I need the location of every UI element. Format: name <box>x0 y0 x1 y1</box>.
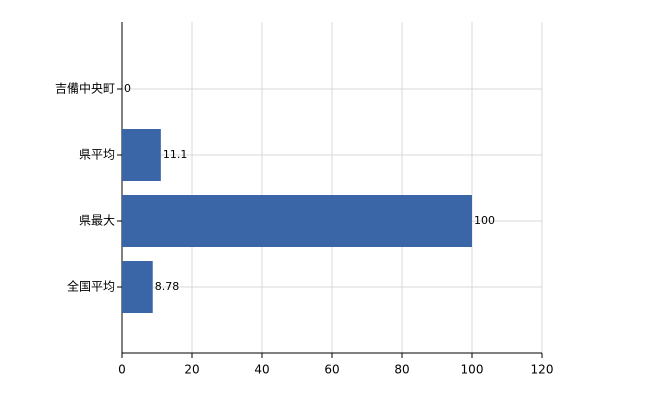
bar <box>122 129 161 181</box>
x-tick-label: 80 <box>394 363 409 377</box>
x-tick-label: 100 <box>461 363 484 377</box>
x-tick-label: 120 <box>531 363 554 377</box>
bar <box>122 261 153 313</box>
value-label: 11.1 <box>163 148 188 161</box>
x-tick-label: 0 <box>118 363 126 377</box>
value-label: 8.78 <box>155 280 180 293</box>
value-label: 100 <box>474 214 495 227</box>
x-tick-label: 60 <box>324 363 339 377</box>
y-tick-label: 吉備中央町 <box>55 81 115 96</box>
y-tick-label: 県平均 <box>79 148 115 162</box>
y-tick-label: 全国平均 <box>67 279 115 294</box>
x-tick-label: 40 <box>254 363 269 377</box>
y-tick-label: 県最大 <box>79 214 115 228</box>
bar <box>122 195 472 247</box>
value-label: 0 <box>124 82 131 95</box>
x-tick-label: 20 <box>184 363 199 377</box>
